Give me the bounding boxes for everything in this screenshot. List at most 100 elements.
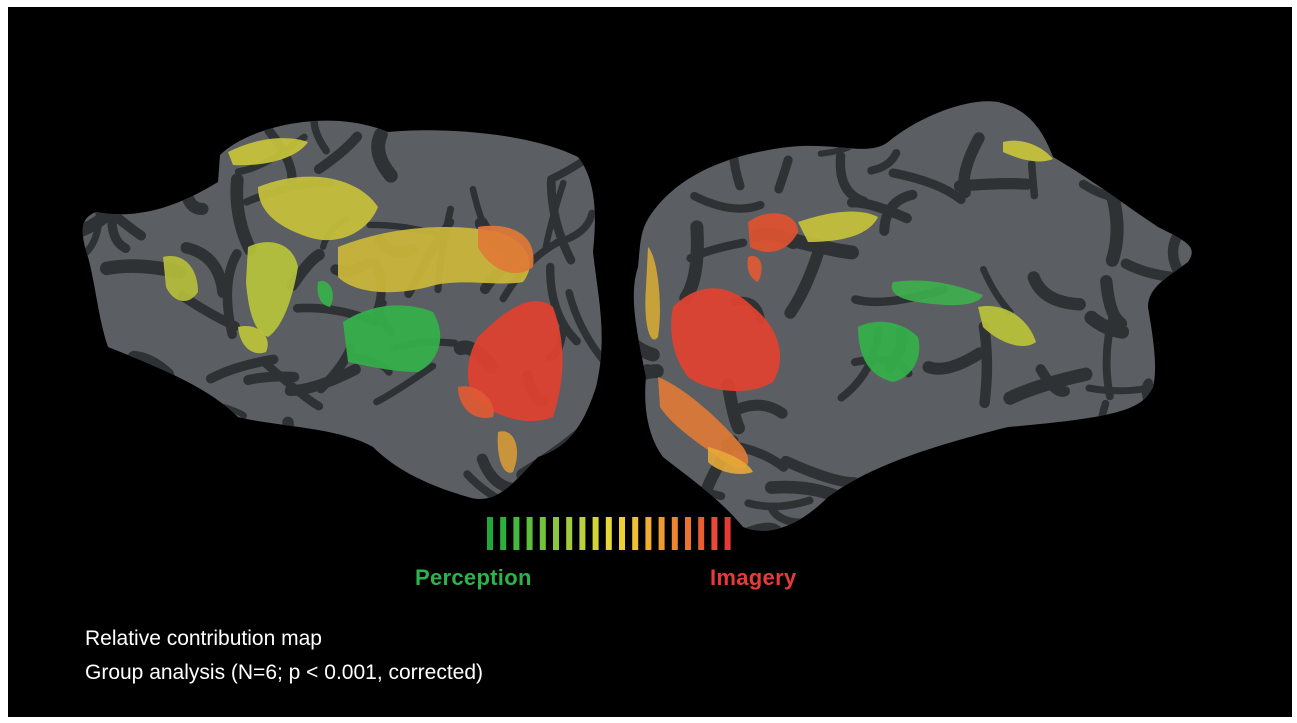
color-scale-bar [724,517,731,550]
caption-title: Relative contribution map [85,627,322,650]
sulcus-stroke [282,416,313,479]
sulcus-stroke [1035,364,1070,397]
sulcus-stroke [635,490,729,531]
sulcus-stroke [313,131,363,175]
color-scale-bar [487,517,493,550]
sulcus-stroke [82,485,131,499]
imagery-label: Imagery [710,565,797,590]
sulcus-stroke [1105,191,1124,267]
sulcus-stroke [696,101,730,127]
sulcus-stroke [633,364,654,409]
sulcus-stroke [734,399,788,419]
sulcus-stroke [243,371,300,386]
sulcus-stroke [1102,309,1118,401]
sulcus-stroke [82,205,103,262]
color-scale-bar [553,517,559,550]
sulcus-stroke [1154,409,1192,471]
sulcus-stroke [690,191,765,213]
sulcus-stroke [98,483,122,499]
sulcus-stroke [111,441,133,499]
sulcus-stroke [728,101,745,191]
sulcus-stroke [310,120,330,155]
sulcus-stroke [566,434,589,499]
sulcus-stroke [82,372,128,398]
color-scale-bar [579,517,586,550]
sulcus-stroke [789,508,829,531]
sulcus-stroke [373,362,437,406]
sulcus-stroke [476,453,517,494]
sulcus-stroke [1002,448,1075,505]
sulcus-stroke [679,220,704,305]
color-scale-bar [645,517,652,550]
sulcus-stroke [686,238,748,263]
color-scale-bar [658,517,665,550]
color-scale-bar [513,517,520,550]
sulcus-stroke [1072,515,1095,531]
color-scale-bar [671,517,678,550]
sulcus-stroke [981,460,1026,474]
color-scale-bar [619,517,625,550]
sulcus-stroke [980,265,1014,316]
sulcus-stroke [1066,523,1111,531]
sulcus-stroke [541,179,567,255]
sulcus-stroke [1095,399,1110,467]
sulcus-stroke [984,460,1017,492]
color-scale-bar [711,517,718,550]
sulcus-stroke [426,487,460,499]
sulcus-stroke [1003,434,1042,497]
sulcus-stroke [879,536,918,566]
sulcus-stroke [1155,316,1192,384]
contribution-map-figure: Perception Imagery Relative contribution… [8,7,1292,717]
sulcus-stroke [1027,271,1086,311]
left-hemisphere-map [82,120,617,499]
sulcus-stroke [85,429,132,449]
sulcus-stroke [633,312,660,362]
sulcus-stroke [1030,455,1114,469]
sulcus-stroke [1201,408,1233,472]
sulcus-stroke [553,209,596,247]
flattened-cortex-maps [82,101,1233,566]
sulcus-stroke [735,522,782,531]
sulcus-stroke [82,198,155,220]
sulcus-stroke [978,321,993,409]
sulcus-stroke [958,132,985,199]
color-scale-bar [592,517,599,550]
sulcus-stroke [288,476,353,499]
color-scale-bar [539,517,546,550]
sulcus-stroke [112,212,147,241]
sulcus-stroke [326,439,373,499]
sulcus-stroke [784,240,827,319]
caption-stats: Group analysis (N=6; p < 0.001, correcte… [85,661,484,684]
color-scale-bar [698,517,705,550]
sulcus-stroke [635,152,651,216]
sulcus-stroke [611,120,617,208]
sulcus-stroke [284,363,361,397]
sulcus-stroke [888,168,966,205]
sulcus-stroke [922,347,986,375]
right-activation-blobs [645,140,1053,474]
sulcus-stroke [1120,258,1192,284]
perception-imagery-color-scale [487,517,731,550]
sulcus-stroke [780,455,860,488]
color-scale-bar [566,517,573,550]
sulcus-stroke [107,213,131,253]
sulcus-stroke [1028,159,1039,200]
color-scale-bar [632,517,639,550]
sulcus-stroke [371,127,398,183]
sulcus-stroke [87,449,143,499]
sulcus-stroke [230,173,257,256]
color-scale-bar [526,517,533,550]
sulcus-stroke [556,120,602,132]
sulcus-stroke [867,148,901,175]
sulcus-stroke [1003,367,1093,405]
sulcus-stroke [553,470,576,499]
sulcus-stroke [180,242,229,299]
color-scale-bar [685,517,691,550]
sulcus-stroke [785,233,859,260]
color-scale-bar [500,517,507,550]
sulcus-stroke [101,365,128,459]
sulcus-stroke [1100,275,1128,330]
sulcus-stroke [1169,362,1192,381]
sulcus-stroke [1108,116,1167,162]
sulcus-stroke [1084,310,1130,339]
